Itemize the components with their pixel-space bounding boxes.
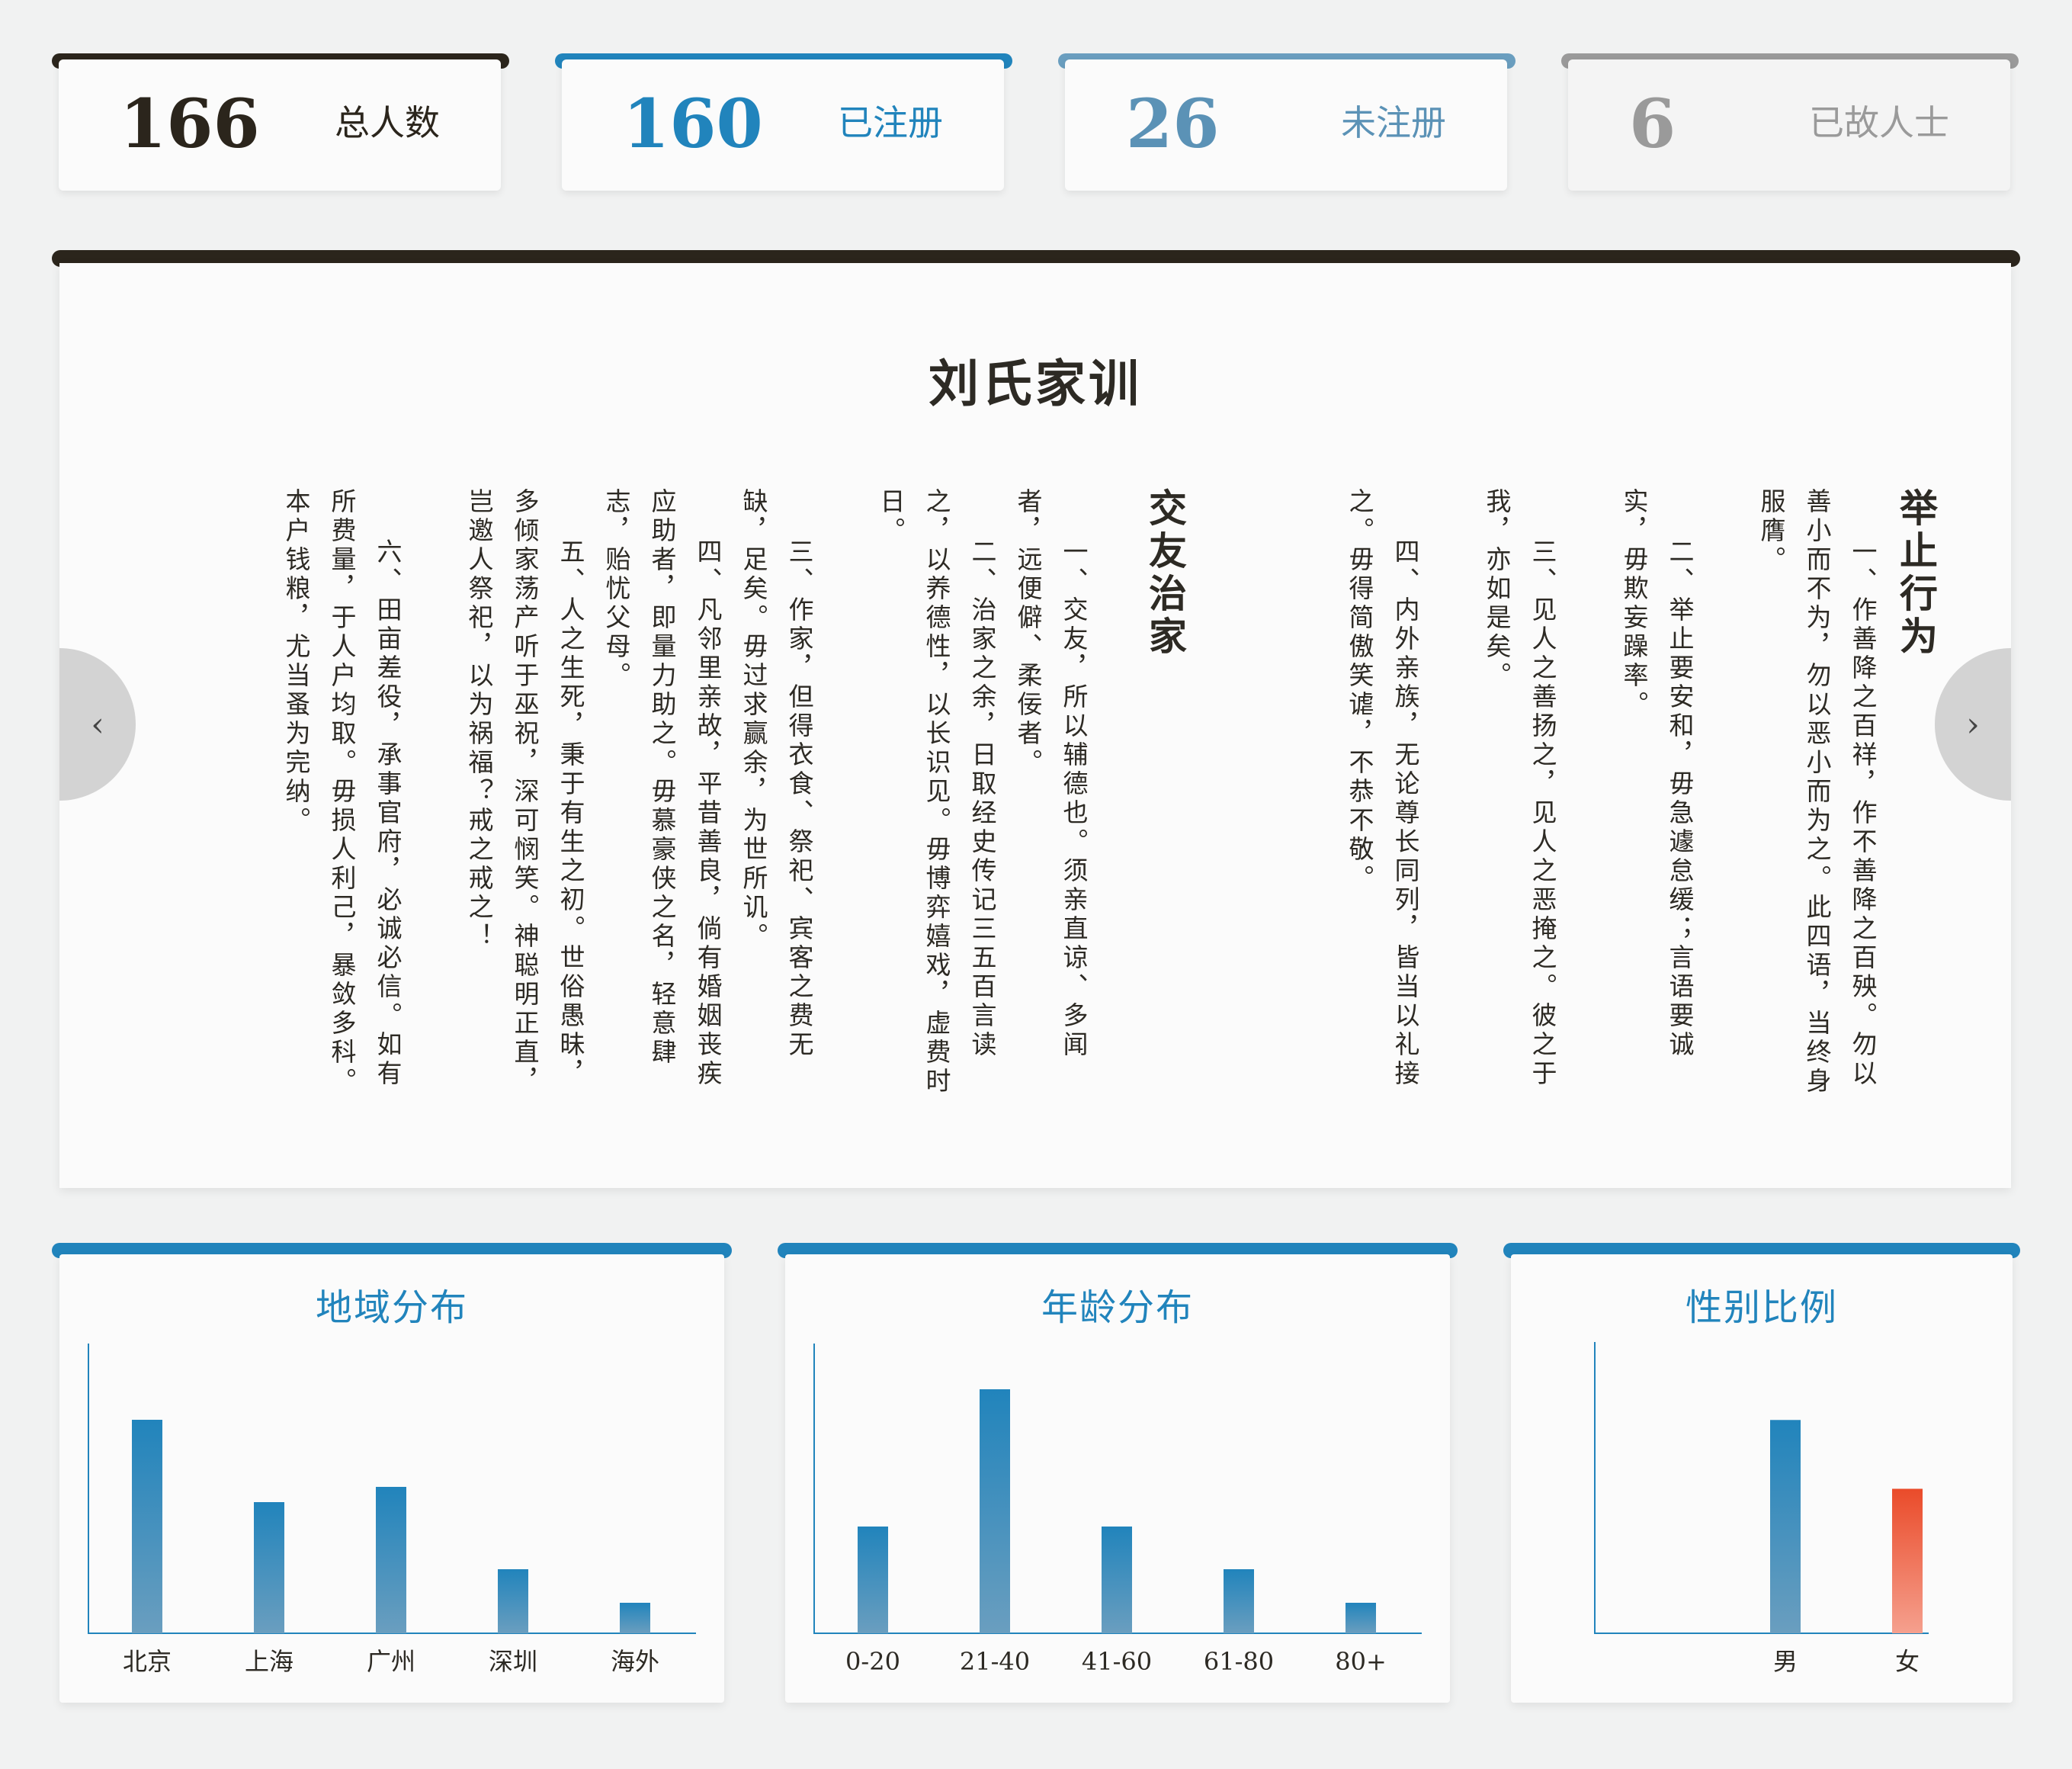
chart-bar-21-40[interactable]: [980, 1389, 1010, 1633]
stat-card-registered[interactable]: 160 已注册: [555, 53, 1012, 198]
rule-text: 五、人之生死，秉于有生之初。世俗愚昧，多倾家荡产听于巫祝，深可悯笑。神聪明正直，…: [464, 488, 585, 1096]
rule-item: 二、举止要安和，毋急遽怠缓；言语要诚实，毋欺妄躁率。: [1611, 488, 1702, 1098]
chart-tick-label: 61-80: [1204, 1647, 1274, 1676]
chart-tick-label: 41-60: [1082, 1647, 1152, 1676]
chart-tick-label: 海外: [611, 1647, 659, 1676]
rule-text: 二、治家之余，日取经史传记三五百言读之，以养德性，以长识见。毋博弈嬉戏，虚费时日…: [876, 488, 997, 1096]
chart-bar-男[interactable]: [1770, 1420, 1801, 1633]
rule-item: 三、见人之善扬之，见人之恶掩之。彼之于我，亦如是矣。: [1474, 488, 1565, 1098]
panel-accent-bar: [52, 250, 2020, 267]
stat-value: 160: [623, 84, 763, 163]
rule-item: 二、治家之余，日取经史传记三五百言读之，以养德性，以长识见。毋博弈嬉戏，虚费时日…: [868, 488, 1005, 1098]
rule-item: 四、内外亲族，无论尊长同列，皆当以礼接之。毋得简傲笑谑，不恭不敬。: [1336, 488, 1428, 1098]
rule-item: 五、人之生死，秉于有生之初。世俗愚昧，多倾家荡产听于巫祝，深可悯笑。神聪明正直，…: [456, 488, 593, 1098]
chart-tick-label: 0-20: [845, 1647, 900, 1676]
rule-item: 一、作善降之百祥，作不善降之百殃。勿以善小而不为，勿以恶小而为之。此四语，当终身…: [1748, 488, 1885, 1098]
rule-text: 三、见人之善扬之，见人之恶掩之。彼之于我，亦如是矣。: [1482, 488, 1557, 1089]
stat-card-body: 166 总人数: [59, 59, 501, 191]
stat-value: 26: [1126, 84, 1220, 163]
rule-text: 四、内外亲族，无论尊长同列，皆当以礼接之。毋得简傲笑谑，不恭不敬。: [1345, 488, 1420, 1089]
chart-axis: [88, 1344, 696, 1634]
chart-bar-0-20[interactable]: [858, 1527, 888, 1633]
chart-tick-label: 深圳: [489, 1647, 537, 1676]
rule-text: 一、交友，所以辅德也。须亲直谅、多闻者，远便僻、柔佞者。: [1013, 488, 1089, 1060]
stat-value: 166: [120, 84, 260, 163]
region-chart-card: 地域分布 北京 上海 广州 深圳 海外: [59, 1254, 724, 1703]
rule-text: 三、作家，但得衣食、祭祀、宾客之费无缺，足矣。毋过求赢余，为世所讥。: [739, 488, 814, 1060]
chart-bar-北京[interactable]: [132, 1420, 162, 1633]
chart-tick-label: 80+: [1335, 1647, 1387, 1676]
family-rules-title: 刘氏家训: [929, 354, 1142, 413]
rule-text: 六、田亩差役，承事官府，必诚必信。如有所费量，于人户均取。毋损人利己，暴敛多科。…: [281, 488, 403, 1096]
chart-bar-广州[interactable]: [376, 1487, 406, 1633]
stat-label: 总人数: [335, 102, 440, 143]
chart-title: 地域分布: [315, 1286, 468, 1329]
rule-text: 二、举止要安和，毋急遽怠缓；言语要诚实，毋欺妄躁率。: [1619, 488, 1695, 1060]
stat-card-unregistered[interactable]: 26 未注册: [1058, 53, 1516, 198]
section-heading: 举止行为: [1894, 488, 1939, 659]
chart-bar-深圳[interactable]: [498, 1569, 528, 1633]
family-rules-panel: 刘氏家训 举止行为 一、作善降之百祥，作不善降之百殃。勿以善小而不为，勿以恶小而…: [59, 263, 2011, 1188]
chart-title: 年龄分布: [1041, 1286, 1194, 1329]
chart-tick-label: 女: [1895, 1647, 1920, 1676]
rule-item: 三、作家，但得衣食、祭祀、宾客之费无缺，足矣。毋过求赢余，为世所讥。: [730, 488, 822, 1098]
chart-axis: [1594, 1342, 1929, 1634]
chart-tick-label: 男: [1773, 1647, 1798, 1676]
chart-bar-女[interactable]: [1892, 1488, 1923, 1633]
chart-tick-label: 广州: [367, 1647, 415, 1676]
section-heading: 交友治家: [1143, 488, 1188, 659]
stat-card-body: 160 已注册: [562, 59, 1004, 191]
chart-title: 性别比例: [1685, 1286, 1838, 1329]
chart-tick-label: 北京: [123, 1647, 172, 1676]
chart-bar-61-80[interactable]: [1224, 1569, 1254, 1633]
rule-item: 一、交友，所以辅德也。须亲直谅、多闻者，远便僻、柔佞者。: [1005, 488, 1096, 1098]
stat-card-body: 26 未注册: [1065, 59, 1507, 191]
rule-item: 六、田亩差役，承事官府，必诚必信。如有所费量，于人户均取。毋损人利己，暴敛多科。…: [273, 488, 410, 1098]
chart-bar-上海[interactable]: [254, 1502, 284, 1633]
age-chart: 0-20 21-40 41-60 61-80 80+: [813, 1344, 1422, 1676]
rule-item: 四、凡邻里亲故，平昔善良，倘有婚姻丧疾应助者，即量力助之。毋慕豪侠之名，轻意肆志…: [593, 488, 730, 1098]
stat-label: 未注册: [1341, 102, 1446, 143]
stat-card-total[interactable]: 166 总人数: [52, 53, 509, 198]
chart-tick-label: 上海: [245, 1647, 293, 1676]
chart-bar-80+[interactable]: [1346, 1603, 1376, 1633]
chart-tick-label: 21-40: [960, 1647, 1030, 1676]
chart-axis: [813, 1344, 1422, 1634]
age-chart-card: 年龄分布 0-20 21-40 41-60 61-80 80+: [785, 1254, 1450, 1703]
gender-chart: 男女: [1594, 1342, 1929, 1676]
gender-chart-card: 性别比例 男女: [1511, 1254, 2013, 1703]
rule-text: 四、凡邻里亲故，平昔善良，倘有婚姻丧疾应助者，即量力助之。毋慕豪侠之名，轻意肆志…: [601, 488, 723, 1089]
stat-label: 已故人士: [1809, 102, 1949, 143]
rule-text: 一、作善降之百祥，作不善降之百殃。勿以善小而不为，勿以恶小而为之。此四语，当终身…: [1756, 488, 1878, 1096]
stat-card-body: 6 已故人士: [1568, 59, 2010, 191]
chart-bar-海外[interactable]: [620, 1603, 650, 1633]
region-chart: 北京 上海 广州 深圳 海外: [88, 1344, 696, 1676]
stat-value: 6: [1629, 84, 1676, 163]
chart-bar-41-60[interactable]: [1102, 1527, 1132, 1633]
stat-card-deceased[interactable]: 6 已故人士: [1561, 53, 2019, 198]
stat-label: 已注册: [838, 102, 943, 143]
